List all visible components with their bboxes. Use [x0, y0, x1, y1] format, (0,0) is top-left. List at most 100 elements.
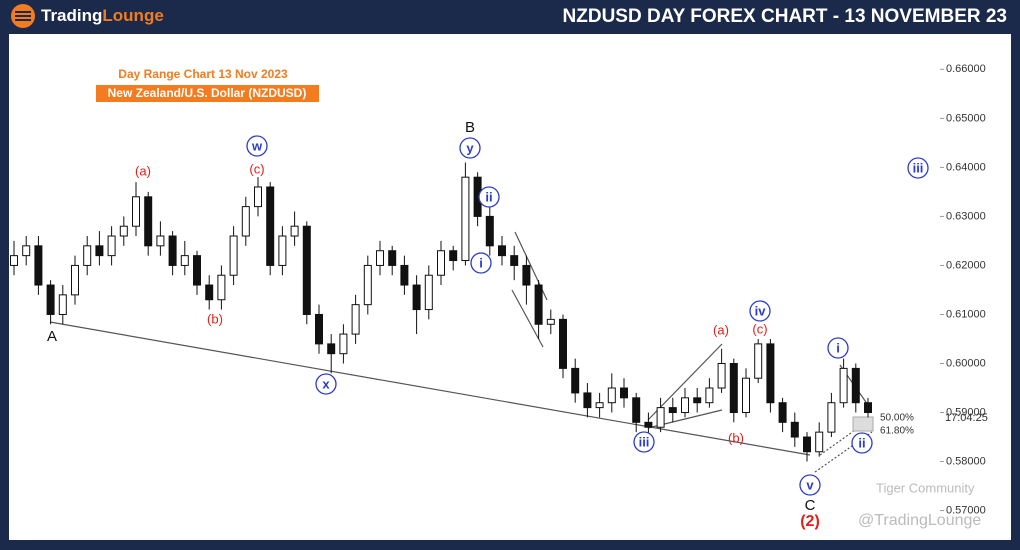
candle-body	[693, 397, 702, 404]
fib-label: 61.80%	[880, 426, 914, 437]
fib-label: 50.00%	[880, 413, 914, 424]
wave-label: (c)	[249, 161, 264, 176]
wave-label: v	[806, 477, 814, 492]
candle-body	[705, 387, 714, 404]
candle-body	[351, 304, 360, 335]
candle-body	[632, 397, 641, 423]
subtitle: Day Range Chart 13 Nov 2023	[118, 67, 288, 81]
candle-body	[815, 431, 824, 453]
wave-label: iv	[755, 303, 767, 318]
candle-body	[851, 367, 860, 404]
wave-circle	[459, 137, 481, 159]
candle-body	[681, 397, 689, 414]
wave-label: (2)	[800, 513, 820, 530]
y-tick-label: 0.66000	[946, 63, 986, 75]
candle-body	[193, 255, 201, 286]
wave-label: (c)	[752, 321, 767, 336]
chart-panel	[9, 34, 1011, 540]
y-tick-label: 0.57000	[946, 504, 986, 516]
candle-body	[571, 367, 580, 394]
wave-label: i	[836, 340, 840, 355]
candle-body	[864, 402, 872, 414]
candle-body	[46, 284, 55, 315]
candle-body	[83, 245, 92, 266]
trend-line	[49, 321, 811, 456]
candle-body	[327, 343, 336, 355]
candle-body	[559, 318, 567, 369]
candle-body	[339, 333, 348, 355]
instrument-box	[96, 85, 319, 102]
candle-body	[22, 245, 31, 257]
candle-body	[546, 318, 555, 325]
wave-label: ii	[485, 189, 492, 204]
wave-label: B	[465, 119, 475, 136]
wave-label: iii	[913, 160, 924, 175]
instrument: New Zealand/U.S. Dollar (NZDUSD)	[108, 86, 307, 100]
wave-circle	[633, 431, 655, 453]
wave-label: (b)	[207, 311, 223, 326]
wedge-lower	[511, 289, 544, 348]
wave-label: y	[466, 140, 474, 155]
y-tick-label: 0.65000	[946, 112, 986, 124]
logo-lines	[15, 11, 31, 21]
wave-circle	[478, 186, 500, 208]
candle-body	[10, 255, 18, 266]
candle-body	[266, 186, 275, 266]
candle-body	[107, 235, 116, 257]
candle-body	[498, 245, 506, 257]
candle-body	[437, 250, 445, 276]
y-tick-label: 0.63000	[946, 210, 986, 222]
chart-title: NZDUSD DAY FOREX CHART - 13 NOVEMBER 23	[563, 6, 1007, 27]
candle-body	[656, 407, 665, 428]
brand-first: Trading	[41, 6, 102, 25]
y-tick-label: 0.58000	[946, 455, 986, 467]
candle-body	[388, 250, 397, 266]
candle-body	[839, 367, 848, 404]
candle-body	[132, 196, 140, 227]
candle-body	[180, 255, 189, 266]
candle-body	[717, 362, 726, 389]
candle-body	[241, 206, 250, 237]
candle-body	[607, 387, 616, 404]
candle-body	[412, 284, 421, 311]
brand-second: Lounge	[102, 6, 163, 25]
candle-body	[461, 176, 470, 262]
wave-circle	[749, 300, 771, 322]
candle-body	[156, 235, 165, 247]
wave-label: (a)	[713, 322, 729, 337]
candle-body	[449, 250, 458, 262]
candle-body	[278, 235, 287, 266]
candle-body	[363, 264, 372, 306]
candle-body	[510, 255, 519, 266]
candle-body	[34, 245, 43, 286]
watermark: Tiger Community	[876, 480, 975, 495]
candle-body	[595, 402, 604, 409]
candle-body	[668, 407, 677, 414]
candle-body	[766, 343, 775, 404]
wave-label: C	[805, 497, 816, 514]
wave-circle	[246, 135, 268, 157]
y-tick-label: 0.61000	[946, 308, 986, 320]
wave-label: x	[322, 376, 330, 391]
candle-body	[95, 245, 104, 257]
candle-body	[376, 250, 384, 266]
candle-body	[119, 225, 128, 237]
candle-body	[790, 421, 799, 438]
candle-body	[827, 402, 836, 433]
wave-circle	[851, 432, 873, 454]
candle-body	[144, 196, 153, 247]
wave-circle	[799, 474, 821, 496]
wave-circle	[827, 337, 849, 359]
candle-body	[522, 264, 531, 286]
candle-body	[534, 284, 543, 325]
y-tick-label: 0.60000	[946, 357, 986, 369]
watermark: @TradingLounge	[858, 512, 981, 529]
wave-label: A	[47, 328, 57, 345]
candle-body	[644, 421, 653, 428]
candle-body	[290, 225, 299, 237]
candle-body	[485, 215, 494, 247]
y-tick-label: 0.62000	[946, 259, 986, 271]
brand: TradingLounge	[41, 6, 164, 25]
candle-body	[583, 392, 592, 409]
